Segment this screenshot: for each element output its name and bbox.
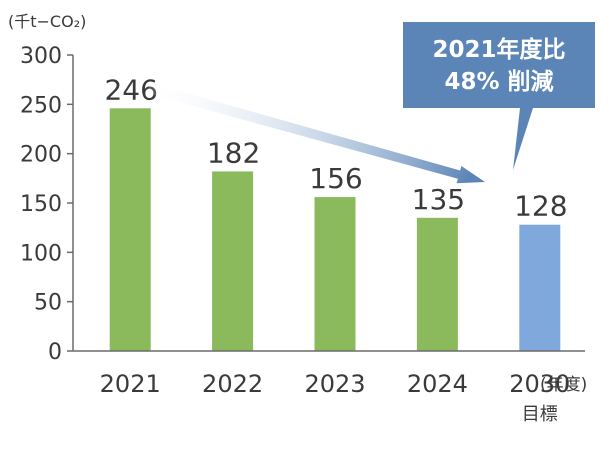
x-tick-sublabel: 目標 bbox=[522, 404, 558, 425]
x-tick-label: 2023 bbox=[304, 370, 365, 398]
x-tick-label: 2030 bbox=[509, 370, 570, 398]
bar-2022 bbox=[212, 171, 254, 351]
callout-line-1: 2021年度比 bbox=[432, 36, 565, 63]
y-tick-label: 0 bbox=[48, 340, 62, 365]
y-unit-label: (千t−CO₂) bbox=[8, 12, 86, 31]
bar-2030 bbox=[519, 224, 561, 351]
y-tick-label: 150 bbox=[20, 192, 62, 217]
x-unit-label: (年度) bbox=[540, 375, 587, 395]
x-tick-label: 2024 bbox=[407, 370, 468, 398]
bars bbox=[109, 108, 561, 351]
data-label: 156 bbox=[309, 162, 362, 195]
y-axis-ticks: 0 50 100 150 200 250 300 bbox=[20, 44, 73, 365]
y-tick-label: 250 bbox=[20, 93, 62, 118]
x-axis-labels: 2021 2022 2023 2024 2030 目標 bbox=[100, 370, 571, 425]
y-tick-label: 50 bbox=[34, 291, 62, 316]
y-tick-label: 300 bbox=[20, 44, 62, 69]
data-label: 135 bbox=[412, 183, 465, 216]
x-tick-label: 2021 bbox=[100, 370, 161, 398]
bar-2024 bbox=[416, 217, 458, 351]
trend-arrow bbox=[147, 82, 485, 184]
callout-box bbox=[403, 22, 595, 170]
y-tick-label: 100 bbox=[20, 241, 62, 266]
x-tick-label: 2022 bbox=[202, 370, 263, 398]
callout-line-2: 48% 削減 bbox=[444, 69, 553, 95]
bar-2023 bbox=[314, 197, 356, 351]
bar-2021 bbox=[109, 108, 151, 351]
y-tick-label: 200 bbox=[20, 143, 62, 168]
data-label: 128 bbox=[514, 190, 567, 223]
data-label: 182 bbox=[207, 136, 260, 169]
